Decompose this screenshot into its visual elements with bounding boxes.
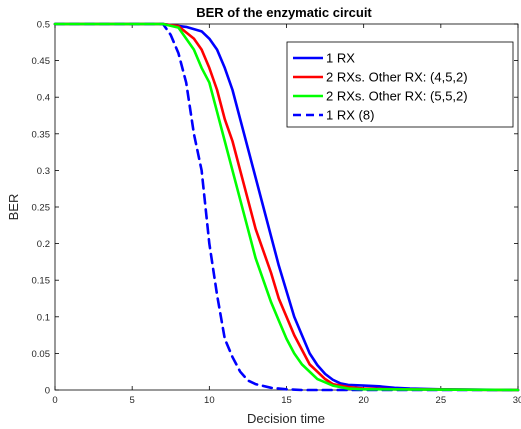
y-tick-label: 0.25 — [32, 203, 51, 214]
series-layer — [53, 22, 520, 392]
legend-label-1: 1 RX — [326, 51, 355, 66]
x-tick-label: 20 — [358, 395, 369, 406]
x-tick-label: 25 — [436, 395, 447, 406]
series-line-1 — [53, 22, 520, 392]
series-line-2 — [53, 22, 520, 392]
y-tick-label: 0.45 — [32, 56, 51, 67]
y-axis-label: BER — [6, 194, 21, 221]
series-line-4 — [53, 22, 520, 392]
y-tick-label: 0.1 — [37, 312, 50, 323]
x-tick-label: 0 — [52, 395, 57, 406]
legend-label-3: 2 RXs. Other RX: (5,5,2) — [326, 89, 468, 104]
legend: 1 RX 2 RXs. Other RX: (4,5,2) 2 RXs. Other… — [286, 41, 514, 128]
y-tick-label: 0.5 — [37, 20, 50, 31]
y-tick-label: 0.35 — [32, 129, 51, 140]
chart-title: BER of the enzymatic circuit — [196, 5, 372, 20]
y-axis: 0 0.05 0.1 0.15 0.2 0.25 0.3 0.35 0.4 0.45 0.5 — [32, 20, 518, 397]
y-tick-label: 0.4 — [37, 93, 50, 104]
y-tick-label: 0 — [45, 386, 50, 397]
legend-box — [286, 41, 514, 128]
legend-label-2: 2 RXs. Other RX: (4,5,2) — [326, 70, 468, 85]
x-tick-label: 15 — [281, 395, 292, 406]
y-tick-label: 0.2 — [37, 239, 50, 250]
y-tick-label: 0.05 — [32, 349, 51, 360]
x-tick-label: 30 — [513, 395, 521, 406]
x-tick-label: 10 — [204, 395, 215, 406]
y-tick-label: 0.3 — [37, 166, 50, 177]
x-axis-label: Decision time — [247, 411, 325, 426]
legend-label-4: 1 RX (8) — [326, 108, 374, 123]
x-tick-label: 5 — [130, 395, 135, 406]
series-line-3 — [53, 22, 520, 392]
y-tick-label: 0.15 — [32, 276, 51, 287]
